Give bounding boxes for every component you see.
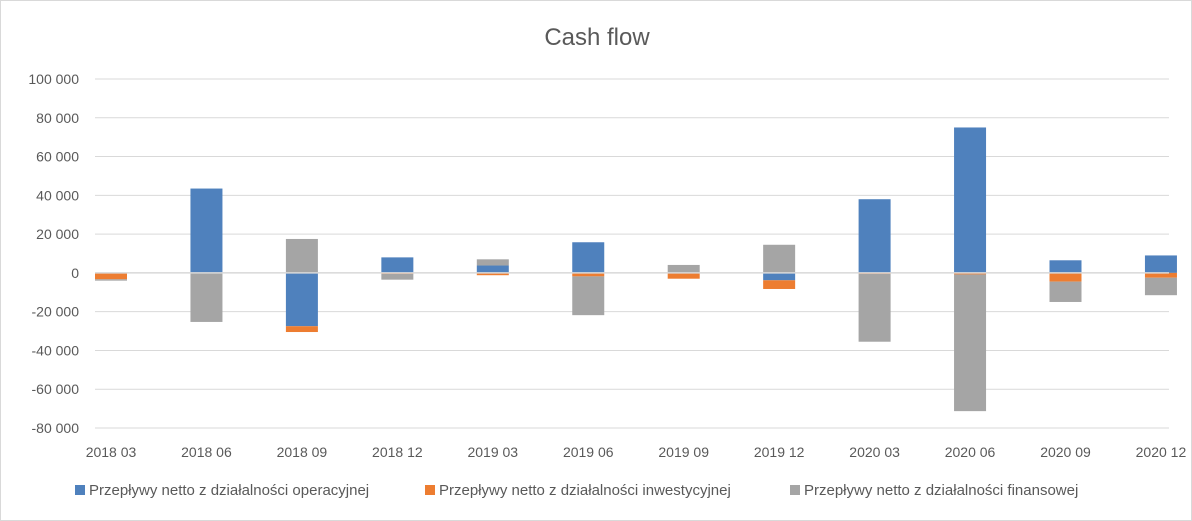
bar-series-3-9 [954, 274, 987, 412]
bar-series-3-0 [95, 279, 127, 281]
bar-series-3-8 [858, 273, 891, 342]
bar-series-3-3 [381, 273, 414, 280]
y-tick-label: 60 000 [36, 149, 79, 165]
bar-series-3-6 [667, 264, 700, 273]
y-tick-label: 20 000 [36, 226, 79, 242]
x-tick-label: 2019 09 [658, 444, 709, 460]
bar-series-3-4 [476, 259, 509, 266]
bar-series-1-3 [381, 257, 414, 273]
y-tick-label: 40 000 [36, 187, 79, 203]
y-tick-label: 80 000 [36, 110, 79, 126]
legend-label-1: Przepływy netto z działalności operacyjn… [89, 482, 369, 499]
bar-series-3-10 [1049, 281, 1082, 302]
chart-title: Cash flow [544, 24, 650, 51]
bar-series-1-4 [476, 265, 509, 273]
bar-series-1-1 [190, 188, 223, 273]
legend-swatch-1 [75, 485, 85, 495]
bar-series-2-9 [954, 272, 987, 275]
bars [95, 127, 1177, 412]
x-tick-label: 2018 12 [372, 444, 423, 460]
x-tick-label: 2018 03 [86, 444, 137, 460]
x-tick-label: 2020 06 [945, 444, 996, 460]
x-tick-label: 2019 12 [754, 444, 805, 460]
x-tick-label: 2018 06 [181, 444, 232, 460]
bar-series-2-2 [285, 326, 318, 333]
bar-series-1-10 [1049, 260, 1082, 273]
bar-series-3-5 [572, 276, 605, 316]
gridlines [95, 78, 1169, 429]
bar-series-3-7 [763, 244, 796, 273]
legend-swatch-2 [425, 485, 435, 495]
y-tick-label: -80 000 [32, 420, 80, 436]
x-tick-label: 2019 06 [563, 444, 614, 460]
bar-series-3-2 [285, 238, 318, 273]
x-tick-label: 2018 09 [277, 444, 328, 460]
legend-label-3: Przepływy netto z działalności finansowe… [804, 482, 1078, 499]
bar-series-1-2 [285, 272, 318, 327]
y-tick-label: -40 000 [32, 342, 80, 358]
y-tick-label: -20 000 [32, 304, 80, 320]
bar-series-1-7 [763, 272, 796, 281]
bar-series-2-11 [1144, 272, 1177, 278]
x-tick-label: 2020 03 [849, 444, 900, 460]
bar-series-2-5 [572, 272, 605, 277]
legend-swatch-3 [790, 485, 800, 495]
y-tick-label: 100 000 [28, 71, 79, 87]
bar-series-1-9 [954, 127, 987, 273]
bar-series-2-7 [763, 280, 796, 289]
bar-series-1-5 [572, 242, 605, 273]
legend-label-2: Przepływy netto z działalności inwestycy… [439, 482, 731, 499]
bar-series-2-4 [476, 272, 509, 276]
x-tick-label: 2020 09 [1040, 444, 1091, 460]
y-axis-labels: 100 000 80 000 60 000 40 000 20 000 0 -20 000 -… [28, 71, 79, 436]
x-axis-labels: 2018 03 2018 06 2018 09 2018 12 2019 03 2019 … [86, 444, 1187, 460]
bar-series-1-11 [1144, 255, 1177, 273]
y-tick-label: 0 [71, 265, 79, 281]
bar-series-2-0 [95, 273, 127, 280]
legend: Przepływy netto z działalności operacyjn… [75, 482, 1078, 499]
y-tick-label: -60 000 [32, 381, 80, 397]
x-tick-label: 2020 12 [1136, 444, 1187, 460]
bar-series-3-1 [190, 273, 223, 322]
bar-series-1-8 [858, 199, 891, 273]
bar-series-3-11 [1144, 277, 1177, 296]
bar-series-2-6 [667, 272, 700, 279]
bar-series-2-10 [1049, 272, 1082, 282]
x-tick-label: 2019 03 [467, 444, 518, 460]
